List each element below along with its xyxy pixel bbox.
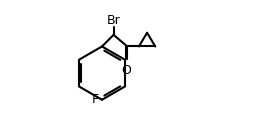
Text: F: F <box>92 93 99 106</box>
Text: O: O <box>122 63 132 77</box>
Text: Br: Br <box>107 14 120 27</box>
